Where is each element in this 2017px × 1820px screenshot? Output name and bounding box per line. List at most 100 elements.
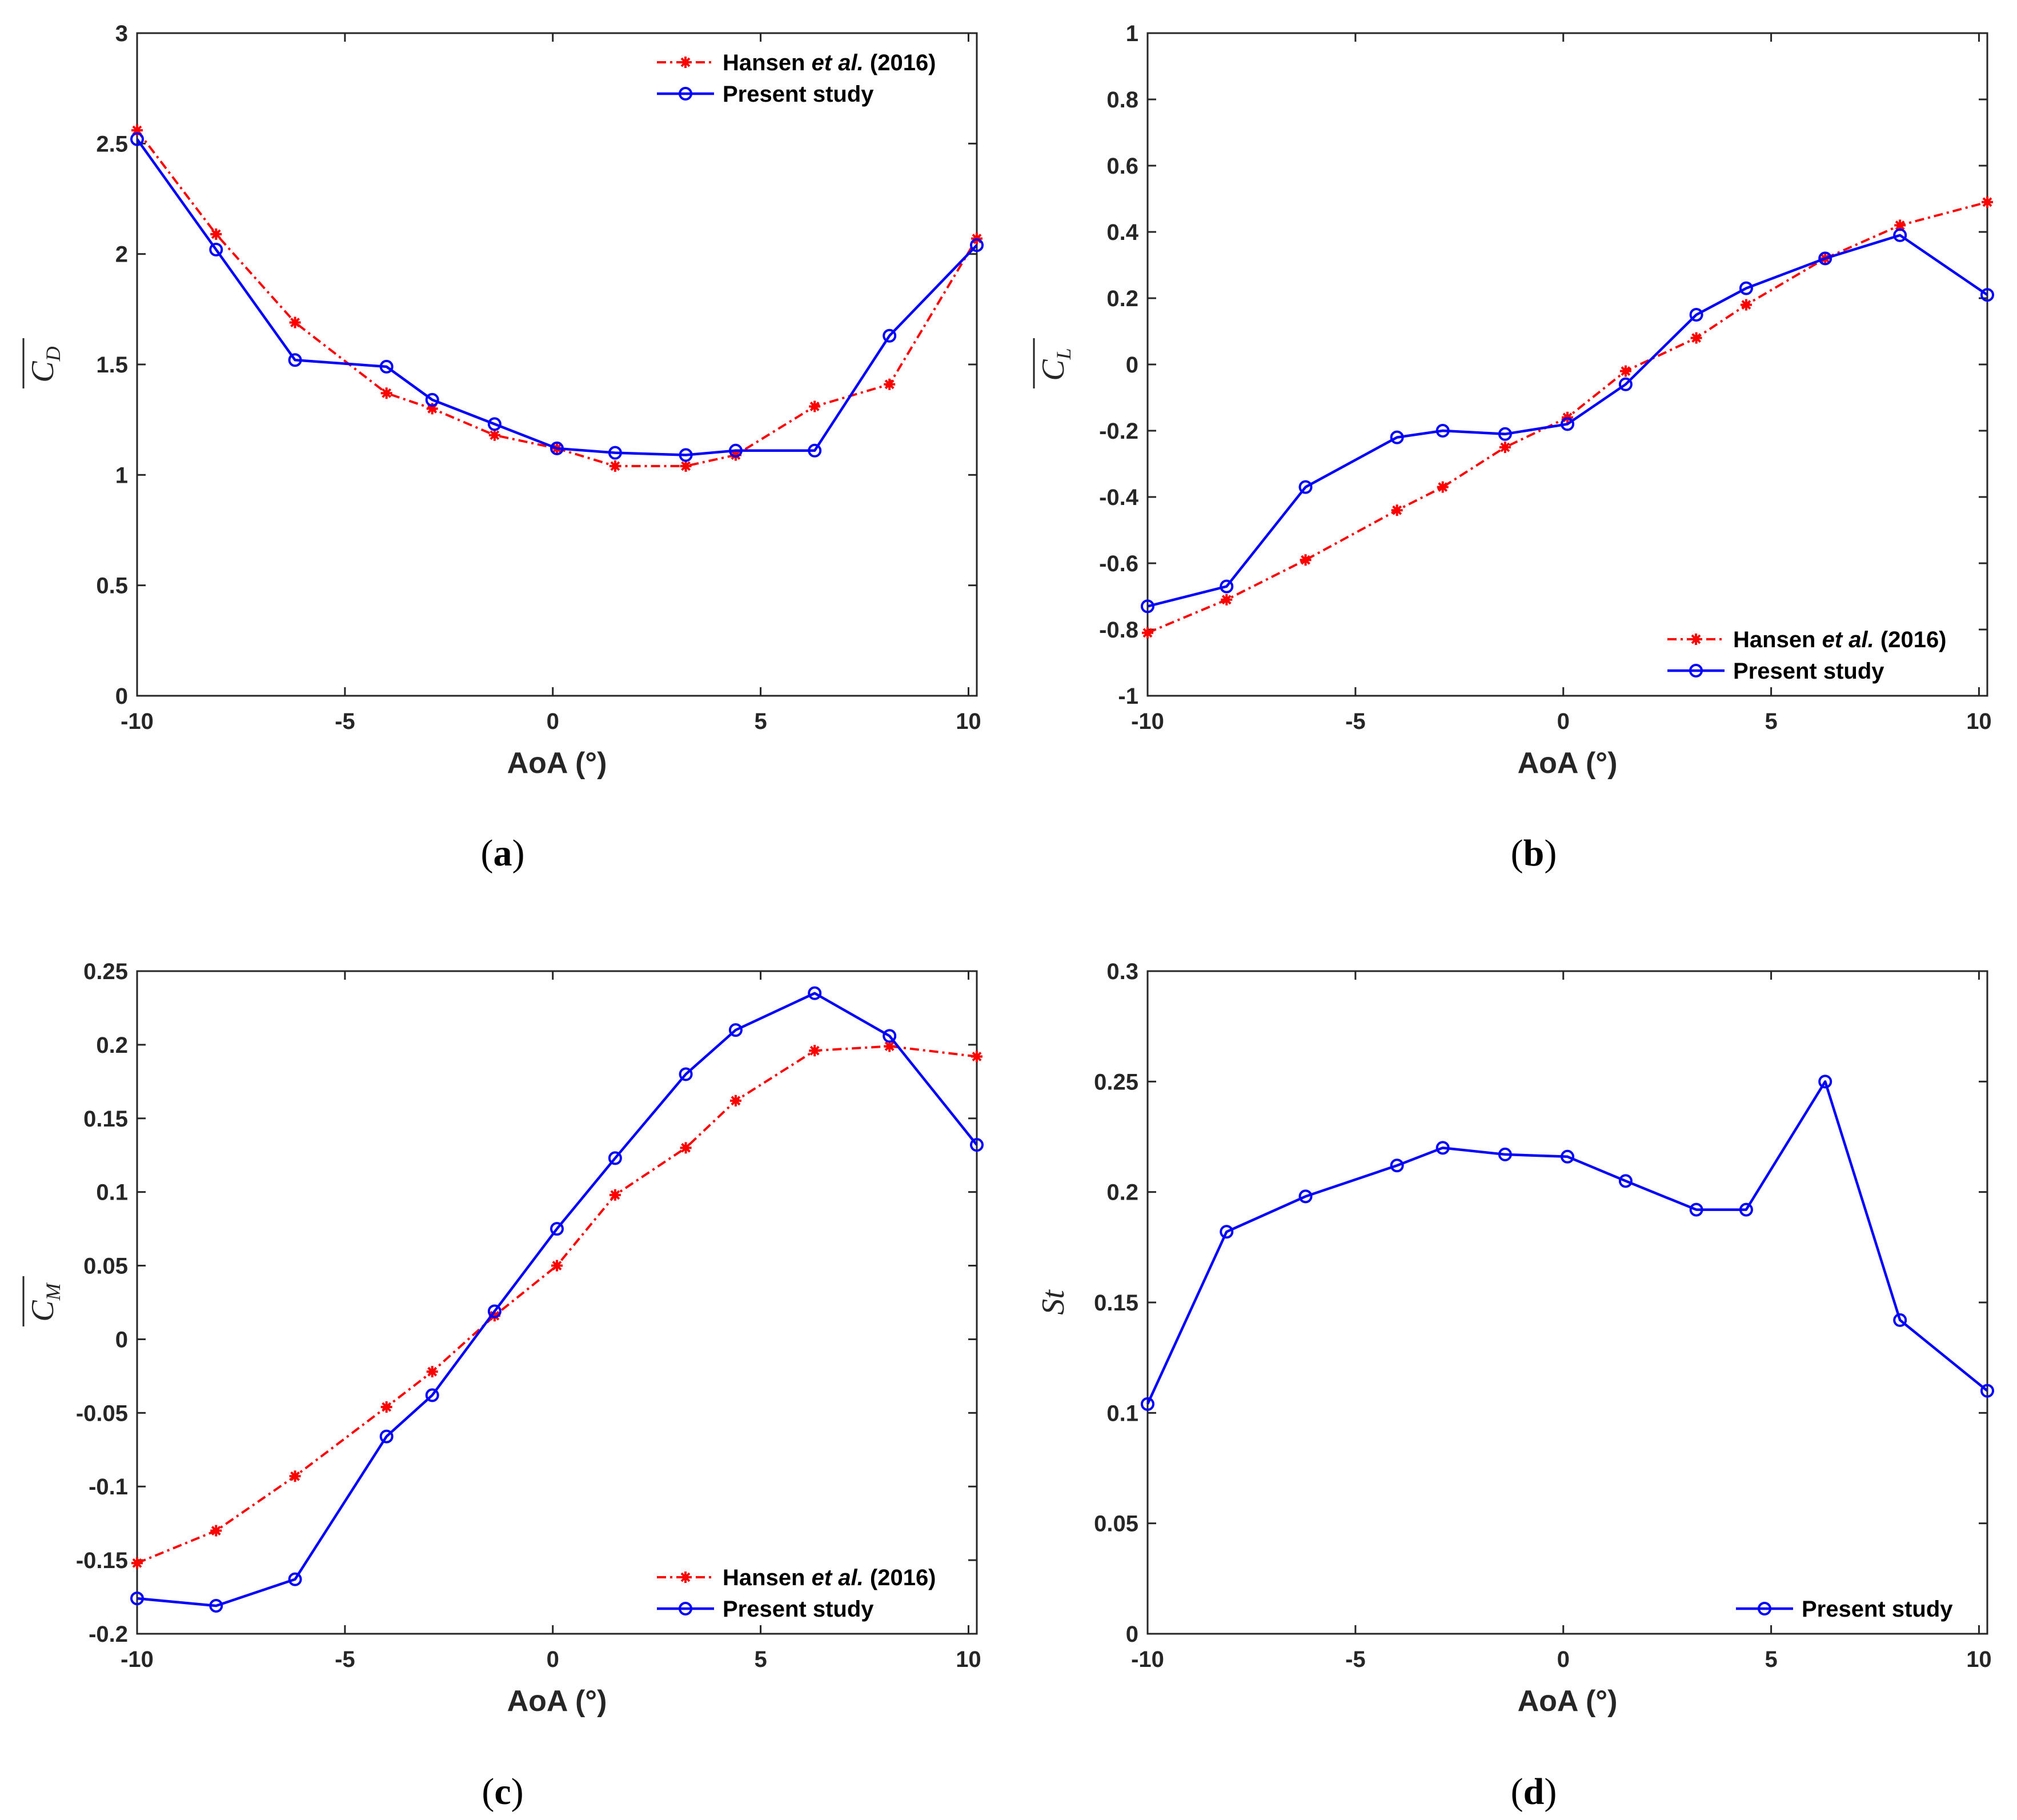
data-point [680,1142,692,1154]
y-tick-label: 0.4 [1106,220,1138,245]
data-point [379,1429,394,1444]
x-tick-label: 10 [1966,1647,1992,1672]
marker-stroke [1691,634,1701,644]
data-point [608,1151,622,1165]
caption-letter: a [494,832,512,874]
data-point [608,446,622,460]
data-point [487,417,502,431]
data-point [1739,281,1753,295]
data-point [971,1051,983,1063]
y-tick-label: -1 [1118,684,1138,709]
data-point [380,1401,392,1413]
plot-frame [1146,32,1988,697]
data-point [1818,1075,1832,1089]
legend-label: Present study [1733,659,1884,684]
marker-stroke [211,1526,221,1536]
x-tick-label: -10 [1131,709,1164,734]
y-tick-label: 1 [115,463,128,488]
y-tick-label: -0.2 [89,1622,128,1647]
x-tick-label: 5 [1765,709,1777,734]
chart-d: 0 0.05 0.1 0.15 0.2 0.25 0.3 -10 -5 0 5 10 AoA (°) St… [1036,959,1994,1813]
y-label-sub: L [1052,348,1075,360]
legend-entry: Hansen et al. (2016) [657,50,936,75]
data-point [1739,1202,1753,1217]
chart-a: 0 0.5 1 1.5 2 2.5 3 -10 -5 0 5 10 AoA (°) CD Hansen et… [22,21,984,874]
data-point [426,1366,438,1378]
y-axis-label: CM [22,1276,65,1326]
data-point [1618,1174,1633,1188]
data-point [550,441,564,455]
caption-letter: d [1523,1771,1545,1813]
data-point [1561,417,1574,431]
y-axis: -0.2 -0.15 -0.1 -0.05 0 0.05 0.1 0.15 0.2 0.25 [76,959,977,1647]
x-tick-label: -5 [1345,1647,1366,1672]
marker-stroke [1438,482,1448,492]
legend-label-part: et al. [1822,627,1874,652]
data-point [1893,1313,1907,1327]
caption-paren: ) [512,832,525,874]
y-tick-label: 3 [115,21,128,46]
data-point [970,1138,984,1152]
y-axis: 0 0.5 1 1.5 2 2.5 3 [96,21,977,709]
data-point [609,1189,621,1201]
marker-stroke [731,450,741,460]
series-line [1146,1080,1988,1405]
data-point [1221,594,1233,606]
caption-paren: ) [1544,832,1557,874]
plot-frame [136,32,978,697]
marker-stroke [552,1261,562,1270]
legend: Hansen et al. (2016) Present study [657,50,936,107]
data-point [808,443,822,458]
legend-label: Hansen et al. (2016) [1733,627,1947,652]
data-point [809,1045,821,1057]
data-point [1498,427,1512,441]
y-tick-label: 2 [115,242,128,267]
y-label-base: St [1036,1289,1071,1315]
data-point [487,1304,502,1318]
y-tick-label: 0 [1126,352,1138,378]
data-point [1220,1225,1234,1239]
plot-frame [1146,970,1988,1635]
legend-label-part: (2016) [864,1565,936,1590]
y-axis-label-text: CL [1036,348,1075,380]
x-axis: -10 -5 0 5 10 [121,33,981,734]
data-point [1390,430,1404,444]
data-point [1435,424,1450,438]
series-present-study [130,986,984,1613]
x-tick-label: -5 [335,1647,355,1672]
y-label-sub: M [42,1282,65,1301]
data-point [425,392,439,407]
data-point [1740,299,1752,311]
data-point [679,448,693,462]
data-point [130,132,144,146]
data-point [209,1599,223,1613]
x-tick-label: 5 [1765,1647,1777,1672]
data-point [551,1260,563,1272]
marker-stroke [490,430,500,440]
y-tick-label: 0 [115,684,128,709]
data-point [1561,1149,1574,1164]
series-present-study [1141,1075,1994,1411]
marker-stroke [680,1572,691,1582]
marker-stroke [427,1366,438,1377]
caption-paren: ( [1511,1771,1523,1813]
y-tick-label: 1 [1126,21,1138,46]
data-point [1498,1147,1512,1161]
panel-caption: (d) [1511,1771,1557,1813]
marker-stroke [1500,442,1510,452]
y-label-base: C [25,1300,61,1322]
x-tick-label: 10 [1966,709,1992,734]
x-axis-label: AoA (°) [1518,1685,1618,1718]
marker-stroke [809,1045,820,1056]
legend-entry: Present study [657,1597,874,1622]
legend-label-part: Present study [1733,659,1884,684]
marker-stroke [681,461,691,471]
marker-stroke [490,1310,500,1321]
marker-stroke [382,388,392,398]
legend-label-part: Hansen [1733,627,1822,652]
y-tick-label: 0.05 [83,1254,128,1279]
marker-stroke [680,57,691,67]
marker-stroke [1895,220,1905,230]
series-line [137,992,978,1607]
marker-stroke [382,1402,392,1412]
